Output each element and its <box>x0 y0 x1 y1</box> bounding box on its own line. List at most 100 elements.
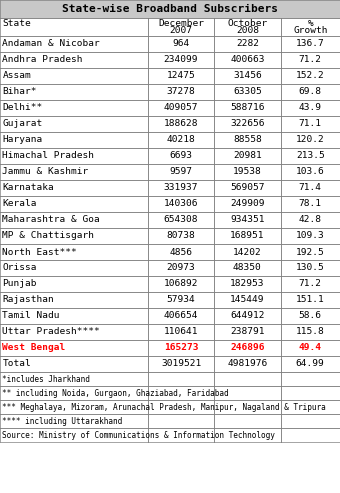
Text: Haryana: Haryana <box>2 136 43 144</box>
Text: MP & Chattisgarh: MP & Chattisgarh <box>2 232 95 241</box>
Bar <box>0 148 148 164</box>
Text: 188628: 188628 <box>164 119 198 129</box>
Text: 136.7: 136.7 <box>296 39 325 48</box>
Bar <box>0 386 148 400</box>
Bar <box>148 100 214 116</box>
Text: 2008: 2008 <box>236 27 259 35</box>
Text: 106892: 106892 <box>164 280 198 288</box>
Bar <box>0 340 148 356</box>
Bar <box>214 400 280 414</box>
Bar <box>280 244 340 260</box>
Text: 57934: 57934 <box>167 295 195 305</box>
Bar <box>148 308 214 324</box>
Text: 168951: 168951 <box>230 232 265 241</box>
Text: 31456: 31456 <box>233 71 262 80</box>
Text: Punjab: Punjab <box>2 280 37 288</box>
Text: 3019521: 3019521 <box>161 359 201 368</box>
Bar <box>148 212 214 228</box>
Bar <box>214 276 280 292</box>
Bar <box>148 372 214 386</box>
Bar <box>214 308 280 324</box>
Text: 64.99: 64.99 <box>296 359 325 368</box>
Text: Jammu & Kashmir: Jammu & Kashmir <box>2 168 89 176</box>
Text: 115.8: 115.8 <box>296 327 325 337</box>
Bar <box>148 386 214 400</box>
Text: West Bengal: West Bengal <box>2 344 66 352</box>
Bar <box>148 196 214 212</box>
Text: 120.2: 120.2 <box>296 136 325 144</box>
Text: 49.4: 49.4 <box>299 344 322 352</box>
Bar <box>0 164 148 180</box>
Text: North East***: North East*** <box>2 247 77 256</box>
Text: Maharashtra & Goa: Maharashtra & Goa <box>2 215 100 224</box>
Bar <box>280 372 340 386</box>
Text: 71.1: 71.1 <box>299 119 322 129</box>
Bar <box>148 324 214 340</box>
Bar <box>214 132 280 148</box>
Text: 4981976: 4981976 <box>227 359 268 368</box>
Text: 80738: 80738 <box>167 232 195 241</box>
Text: December: December <box>158 19 204 28</box>
Text: 88558: 88558 <box>233 136 262 144</box>
Text: 192.5: 192.5 <box>296 247 325 256</box>
Text: Source: Ministry of Communications & Information Technology: Source: Ministry of Communications & Inf… <box>2 430 275 439</box>
Bar <box>148 36 214 52</box>
Text: 40218: 40218 <box>167 136 195 144</box>
Bar <box>148 228 214 244</box>
Text: 322656: 322656 <box>230 119 265 129</box>
Bar <box>214 228 280 244</box>
Bar <box>280 428 340 442</box>
Bar <box>148 52 214 68</box>
Bar <box>214 18 280 36</box>
Text: 78.1: 78.1 <box>299 200 322 209</box>
Bar <box>0 260 148 276</box>
Bar <box>214 292 280 308</box>
Bar <box>0 196 148 212</box>
Bar <box>280 324 340 340</box>
Text: 109.3: 109.3 <box>296 232 325 241</box>
Text: 165273: 165273 <box>164 344 198 352</box>
Text: October: October <box>227 19 268 28</box>
Bar <box>0 356 148 372</box>
Bar <box>280 400 340 414</box>
Bar <box>280 116 340 132</box>
Bar <box>214 428 280 442</box>
Bar <box>0 324 148 340</box>
Text: 964: 964 <box>172 39 190 48</box>
Text: *** Meghalaya, Mizoram, Arunachal Pradesh, Manipur, Nagaland & Tripura: *** Meghalaya, Mizoram, Arunachal Prades… <box>2 402 326 412</box>
Text: 63305: 63305 <box>233 87 262 97</box>
Bar <box>148 400 214 414</box>
Bar <box>148 180 214 196</box>
Text: Total: Total <box>2 359 31 368</box>
Bar <box>214 116 280 132</box>
Text: 331937: 331937 <box>164 183 198 192</box>
Text: 152.2: 152.2 <box>296 71 325 80</box>
Text: 12475: 12475 <box>167 71 195 80</box>
Bar <box>148 84 214 100</box>
Bar <box>214 372 280 386</box>
Bar <box>280 84 340 100</box>
Bar <box>280 276 340 292</box>
Bar <box>214 100 280 116</box>
Text: 406654: 406654 <box>164 312 198 320</box>
Text: 140306: 140306 <box>164 200 198 209</box>
Text: *includes Jharkhand: *includes Jharkhand <box>2 375 90 384</box>
Bar <box>214 386 280 400</box>
Bar <box>280 132 340 148</box>
Bar <box>280 414 340 428</box>
Text: Gujarat: Gujarat <box>2 119 43 129</box>
Bar <box>0 36 148 52</box>
Bar <box>0 414 148 428</box>
Bar <box>280 100 340 116</box>
Bar <box>0 18 148 36</box>
Bar <box>280 308 340 324</box>
Text: Tamil Nadu: Tamil Nadu <box>2 312 60 320</box>
Bar <box>0 52 148 68</box>
Text: 20981: 20981 <box>233 151 262 161</box>
Text: State: State <box>2 19 31 28</box>
Bar <box>148 116 214 132</box>
Bar <box>280 228 340 244</box>
Text: 234099: 234099 <box>164 56 198 65</box>
Bar <box>280 36 340 52</box>
Text: 19538: 19538 <box>233 168 262 176</box>
